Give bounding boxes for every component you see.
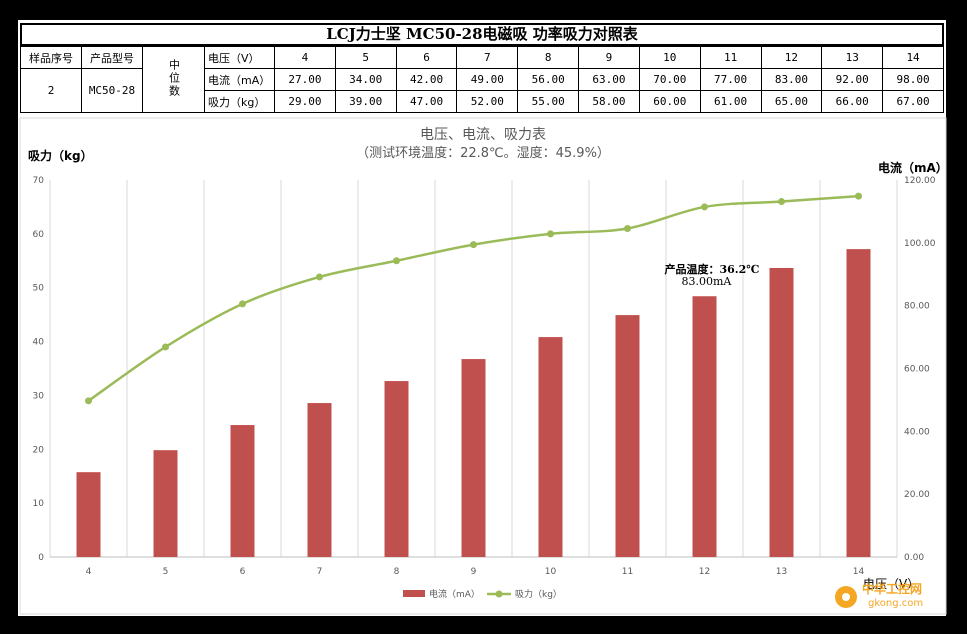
line-point <box>239 300 246 308</box>
y-right-tick-label: 20.00 <box>904 490 930 500</box>
y-left-tick-label: 70 <box>33 176 45 186</box>
y-left-tick-label: 20 <box>33 445 45 455</box>
chart-subtitle: （测试环境温度：22.8℃。湿度：45.9%） <box>356 145 610 161</box>
bar <box>307 403 332 557</box>
force-line <box>87 194 859 402</box>
force-cell: 29.00 <box>274 90 336 113</box>
force-cell: 39.00 <box>334 90 397 113</box>
table-title: LCJ力士坚 MC50-28电磁吸 功率吸力对照表 <box>20 23 944 46</box>
watermark-text: 中华工控网 <box>862 581 922 596</box>
force-cell: 65.00 <box>760 90 823 113</box>
gear-hole <box>842 593 850 601</box>
force-cell: 61.00 <box>699 90 762 113</box>
force-cell: 67.00 <box>882 90 944 113</box>
line-point <box>701 203 708 211</box>
y-left-tick-label: 30 <box>33 391 45 401</box>
y-left-label: 吸力（kg） <box>28 148 93 163</box>
x-tick-label: 9 <box>471 567 477 577</box>
spec-table: 样品序号 产品型号 中位数 电压（V） 4 5 6 7 8 9 10 11 12… <box>20 46 944 113</box>
bar <box>769 267 794 557</box>
legend-label-force: 吸力（kg） <box>515 588 562 600</box>
y-right-tick-label: 100.00 <box>904 239 936 249</box>
x-tick-label: 8 <box>394 567 400 577</box>
current-cell: 27.00 <box>274 68 336 91</box>
annotation-temperature: 产品温度：36.2℃ <box>665 262 760 276</box>
annotation-current: 83.00mA <box>682 275 733 288</box>
y-right-tick-label: 40.00 <box>904 427 930 437</box>
x-tick-label: 10 <box>545 567 557 577</box>
bar <box>230 425 255 557</box>
line-point <box>778 198 785 206</box>
force-cell: 55.00 <box>517 90 580 113</box>
x-tick-label: 4 <box>86 567 92 577</box>
bar <box>538 337 563 557</box>
line-point <box>162 343 169 351</box>
x-tick-label: 5 <box>163 567 169 577</box>
force-label: 吸力（kg） <box>204 90 275 113</box>
line-point <box>855 192 862 200</box>
line-point <box>85 397 92 405</box>
y-right-tick-label: 120.00 <box>904 176 936 186</box>
sample-no-cell: 2 <box>20 68 82 113</box>
y-left-tick-label: 40 <box>33 338 45 348</box>
legend-label-current: 电流（mA） <box>429 588 480 600</box>
bar <box>692 296 717 557</box>
current-cell: 77.00 <box>699 68 762 91</box>
table-row: 样品序号 产品型号 中位数 电压（V） 4 5 6 7 8 9 10 11 12… <box>20 46 944 113</box>
current-cell: 49.00 <box>456 68 519 91</box>
y-left-tick-label: 60 <box>33 230 45 240</box>
legend-marker-force <box>495 590 503 598</box>
force-cell: 52.00 <box>456 90 519 113</box>
current-label: 电流（mA） <box>204 68 275 91</box>
x-tick-label: 14 <box>853 567 865 577</box>
y-right-tick-label: 80.00 <box>904 302 930 312</box>
watermark-site: gkong.com <box>868 598 923 609</box>
line-point <box>316 273 323 281</box>
table-row: 2 MC50-28 电流（mA） 27.00 34.00 42.00 49.00… <box>20 68 944 113</box>
line-point <box>547 230 554 238</box>
y-left-tick-label: 0 <box>38 553 44 563</box>
bar <box>76 472 101 557</box>
current-cell: 92.00 <box>821 68 884 91</box>
x-axis-label: 电压（V） <box>863 577 919 591</box>
table-row: 吸力（kg） 29.00 39.00 47.00 52.00 55.00 58.… <box>21 90 944 113</box>
line-point <box>393 257 400 265</box>
x-tick-label: 11 <box>622 567 633 577</box>
median-label: 中位数 <box>167 58 181 98</box>
current-cell: 98.00 <box>882 68 944 91</box>
y-left-tick-label: 10 <box>33 499 45 509</box>
sample-no-header: 样品序号 <box>20 46 82 69</box>
chart-area <box>19 117 947 615</box>
bar <box>615 315 640 557</box>
x-tick-label: 12 <box>699 567 710 577</box>
bar <box>846 249 871 557</box>
y-left-tick-label: 50 <box>33 284 45 294</box>
x-tick-label: 6 <box>240 567 246 577</box>
bar <box>153 450 178 557</box>
median-header: 中位数 <box>142 46 205 113</box>
force-cell: 47.00 <box>395 90 458 113</box>
force-cell: 66.00 <box>821 90 884 113</box>
bar <box>461 359 486 557</box>
legend-swatch-current <box>403 590 425 597</box>
y-right-tick-label: 0.00 <box>904 553 924 563</box>
model-cell: MC50-28 <box>81 68 143 113</box>
line-point <box>470 241 477 249</box>
line-point <box>624 224 631 232</box>
y-right-tick-label: 60.00 <box>904 365 930 375</box>
x-tick-label: 13 <box>776 567 787 577</box>
current-cell: 34.00 <box>334 68 397 91</box>
chart-title: 电压、电流、吸力表 <box>420 127 546 143</box>
x-tick-label: 7 <box>317 567 323 577</box>
bar <box>384 381 409 557</box>
y-right-label: 电流（mA） <box>878 160 948 175</box>
voltage-label: 电压（V） <box>204 46 275 69</box>
